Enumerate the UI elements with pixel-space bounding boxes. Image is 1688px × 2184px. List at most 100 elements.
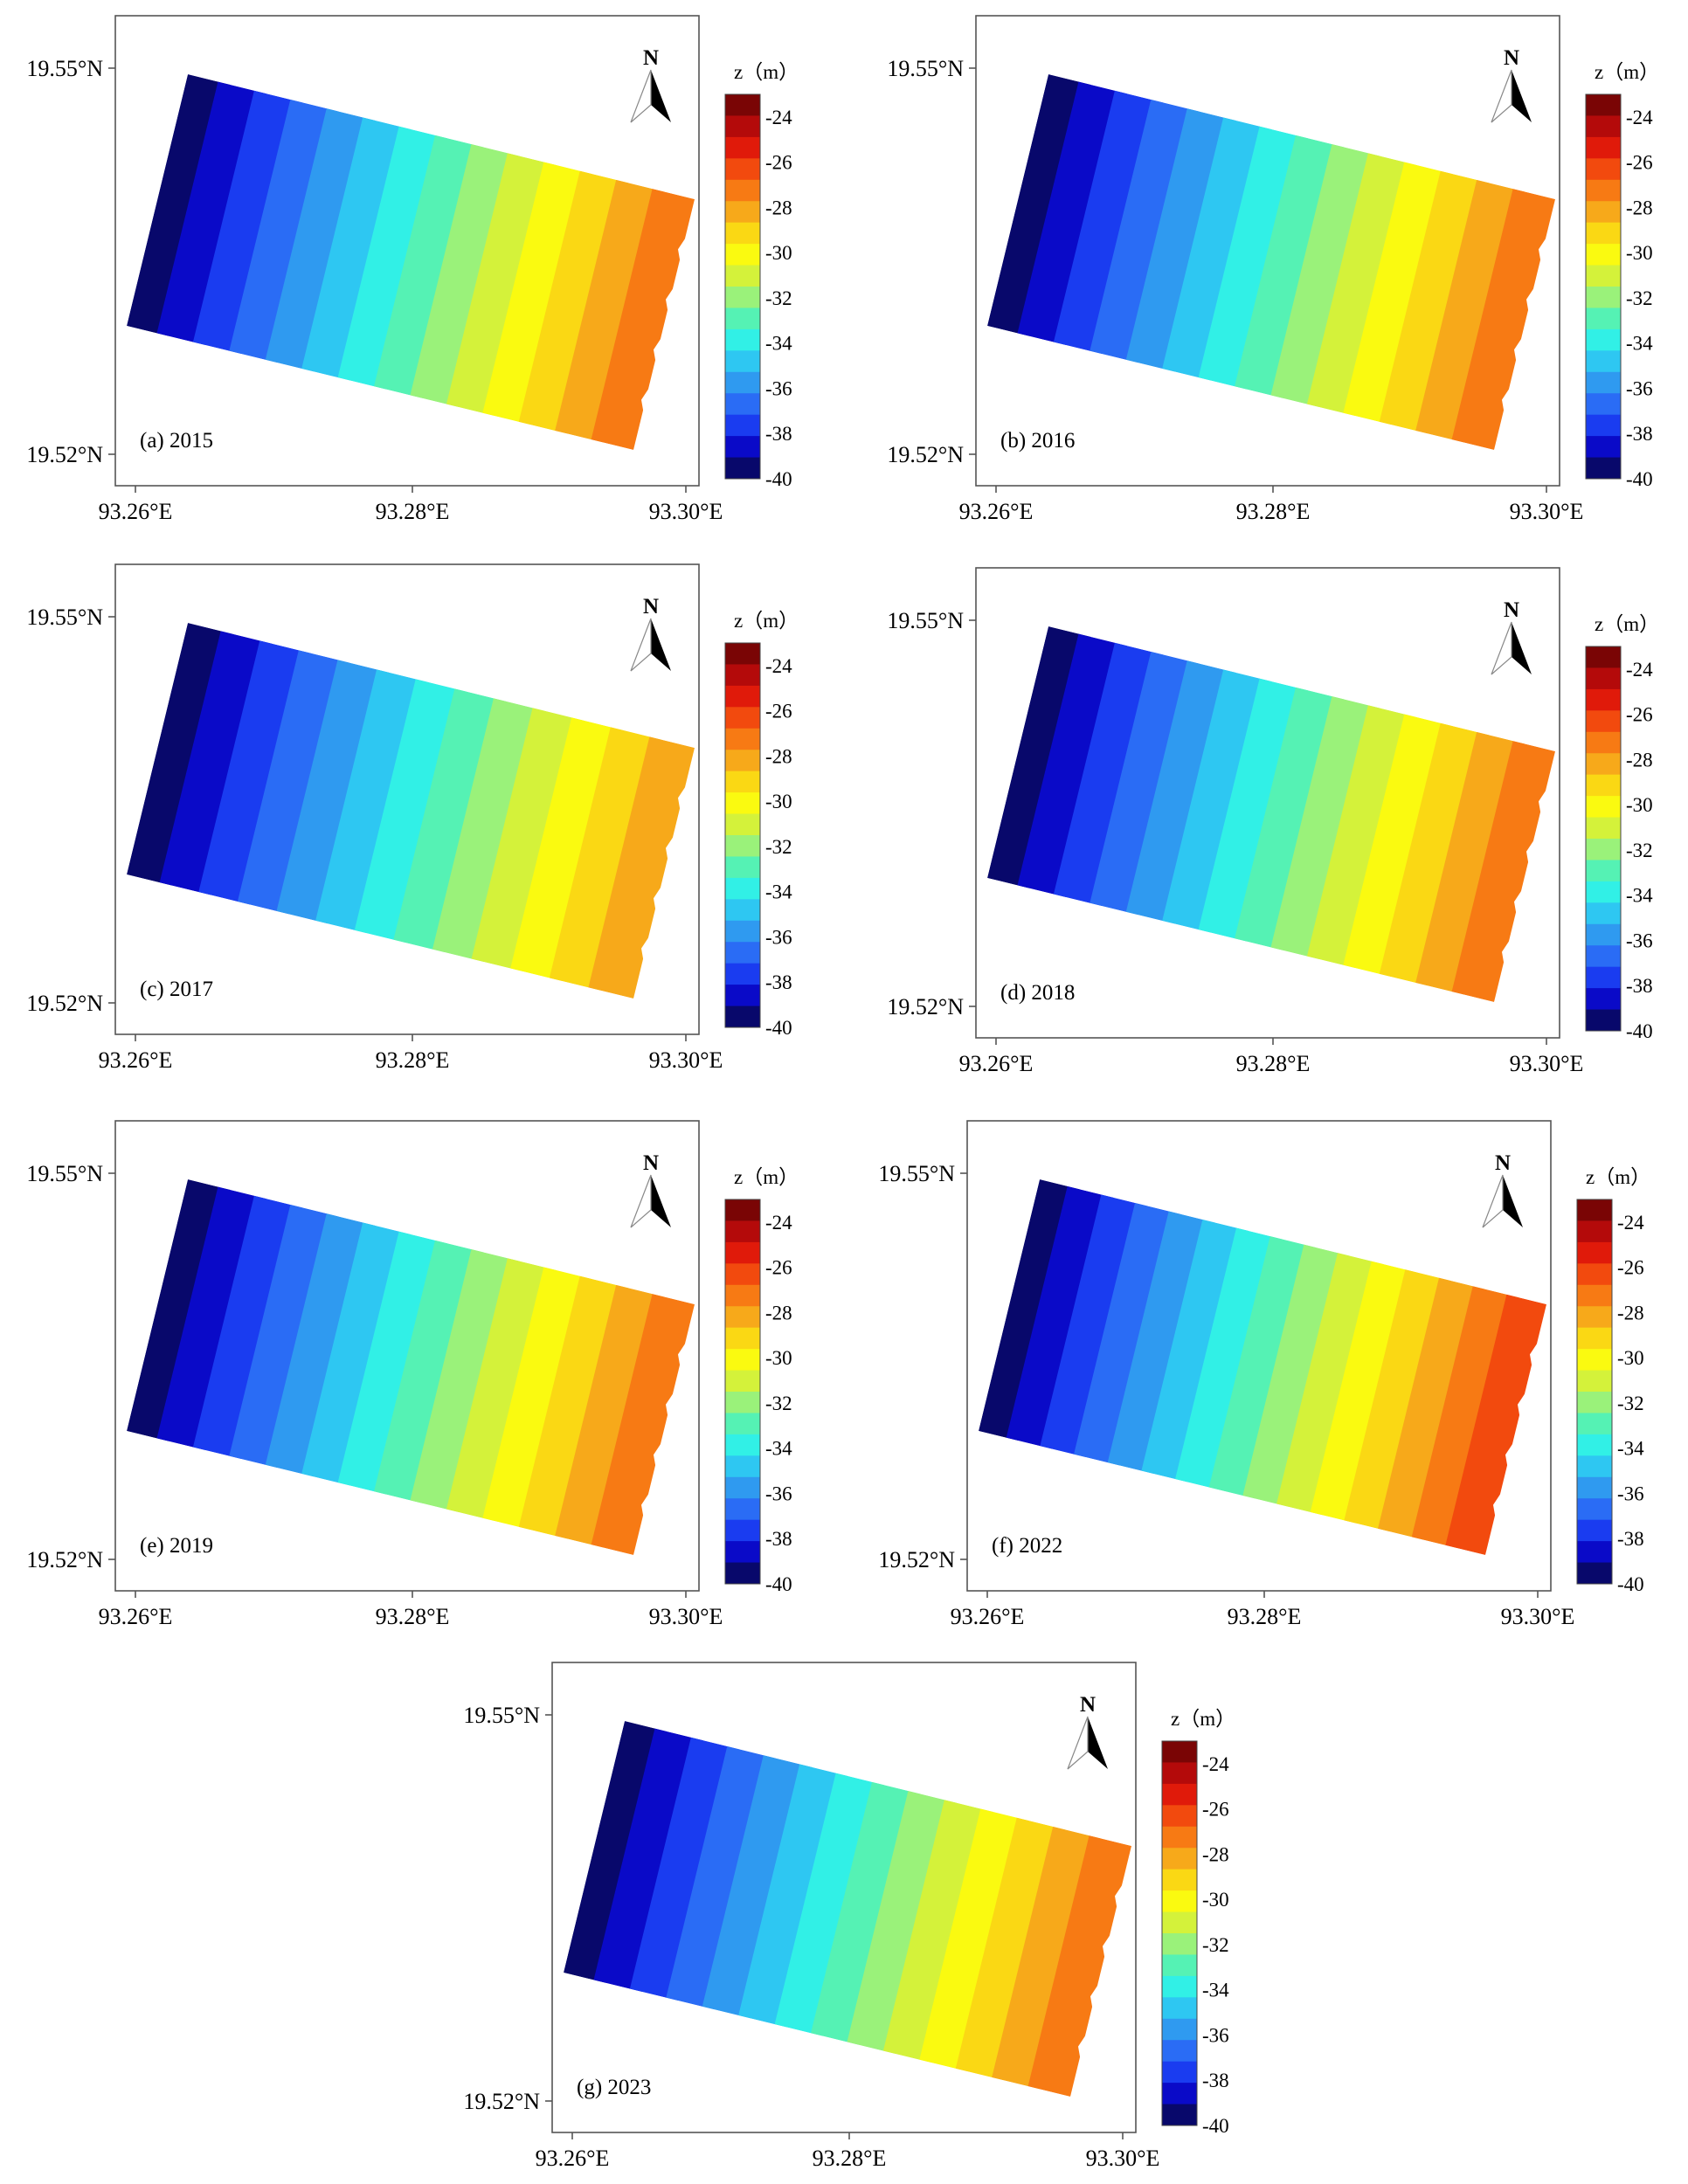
depth-band xyxy=(1006,1185,1114,1449)
depth-band xyxy=(555,179,665,443)
colorbar-segment xyxy=(1162,2083,1197,2105)
map-panel-a: 19.55°N 19.52°N 93.26°E 93.28°E 93.30°E (a) 2… xyxy=(0,0,799,524)
depth-band xyxy=(1343,162,1453,425)
colorbar-tick-label: -32 xyxy=(765,287,792,309)
colorbar-border xyxy=(724,642,761,1028)
depth-band xyxy=(1107,1211,1215,1475)
colorbar-segment xyxy=(1586,265,1621,287)
colorbar-segment xyxy=(725,771,760,793)
depth-band xyxy=(229,99,339,363)
lat-tick-label: 19.55°N xyxy=(878,1161,955,1186)
colorbar-segment xyxy=(1577,1263,1612,1286)
depth-band xyxy=(159,631,273,895)
lat-tick-label: 19.55°N xyxy=(887,56,964,81)
map-panel-svg: 19.55°N 19.52°N 93.26°E 93.28°E 93.30°E (g) 2… xyxy=(463,1662,1235,2171)
lat-tick-label: 19.52°N xyxy=(26,442,103,467)
lon-tick-label: 93.28°E xyxy=(376,499,450,524)
depth-band xyxy=(1162,669,1272,933)
colorbar-tick-label: -30 xyxy=(1202,1889,1229,1911)
colorbar-segment xyxy=(725,244,760,266)
depth-band xyxy=(518,1275,629,1539)
lon-tick-label: 93.30°E xyxy=(649,499,723,524)
north-label: N xyxy=(1495,1151,1511,1175)
map-panel-b: 19.55°N 19.52°N 93.26°E 93.28°E 93.30°E (b) 2… xyxy=(861,0,1659,524)
colorbar-segment xyxy=(1586,244,1621,266)
map-panel-d: 19.55°N 19.52°N 93.26°E 93.28°E 93.30°E (d) 2… xyxy=(861,552,1659,1076)
depth-band xyxy=(1198,678,1308,942)
colorbar-border xyxy=(1161,1740,1198,2126)
colorbar-tick-label: -36 xyxy=(1626,377,1653,399)
colorbar-segment xyxy=(725,643,760,665)
depth-band xyxy=(1040,1194,1147,1458)
colorbar-segment xyxy=(725,920,760,943)
colorbar-segment xyxy=(725,115,760,138)
colorbar-segment xyxy=(1586,966,1621,989)
depth-band xyxy=(955,1817,1066,2081)
colorbar-segment xyxy=(725,1241,760,1264)
colorbar-segment xyxy=(725,136,760,159)
colorbar-segment xyxy=(1586,667,1621,690)
lat-tick-label: 19.52°N xyxy=(26,1547,103,1572)
colorbar-segment xyxy=(725,1349,760,1372)
depth-band xyxy=(127,623,233,886)
colorbar-border xyxy=(1585,93,1622,480)
depth-band xyxy=(549,727,662,991)
colorbar-tick-label: -34 xyxy=(1202,1980,1229,2001)
colorbar-segment xyxy=(725,899,760,922)
north-label: N xyxy=(643,595,659,619)
colorbar-segment xyxy=(1586,393,1621,416)
depth-band xyxy=(992,1826,1102,2090)
depth-band xyxy=(192,90,303,355)
depth-band xyxy=(1235,135,1345,398)
colorbar-tick-label: -36 xyxy=(1617,1482,1644,1504)
colorbar-tick-label: -32 xyxy=(1626,287,1653,309)
colorbar xyxy=(724,1199,761,1585)
colorbar-tick-label: -26 xyxy=(1626,152,1653,174)
depth-band xyxy=(1074,1202,1181,1466)
north-arrow-icon xyxy=(630,1174,671,1228)
panel-label: (e) 2019 xyxy=(140,1534,213,1558)
depth-band xyxy=(432,698,545,963)
lon-tick-label: 93.26°E xyxy=(959,499,1034,524)
depth-band xyxy=(1306,705,1417,969)
colorbar-segment xyxy=(1586,796,1621,819)
colorbar-segment xyxy=(725,877,760,900)
colorbar-tick-label: -26 xyxy=(765,701,792,722)
colorbar-segment xyxy=(725,1455,760,1478)
colorbar-tick-label: -26 xyxy=(765,1257,792,1279)
colorbar-tick-label: -34 xyxy=(1626,885,1653,907)
colorbar-segment xyxy=(1162,1805,1197,1828)
depth-band xyxy=(393,688,506,953)
map-panel-svg: 19.55°N 19.52°N 93.26°E 93.28°E 93.30°E (f) 2… xyxy=(878,1120,1650,1629)
colorbar-segment xyxy=(1577,1541,1612,1564)
colorbar-unit-label: z（m） xyxy=(734,61,799,83)
depth-band xyxy=(1090,99,1200,363)
colorbar-tick-label: -34 xyxy=(1617,1438,1644,1460)
depth-band xyxy=(1270,143,1380,407)
colorbar-tick-label: -36 xyxy=(765,1482,792,1504)
colorbar-segment xyxy=(725,436,760,459)
colorbar-tick-label: -32 xyxy=(765,836,792,858)
colorbar-segment xyxy=(725,308,760,330)
lon-tick-label: 93.28°E xyxy=(1236,1051,1311,1076)
colorbar-segment xyxy=(725,1392,760,1413)
colorbar-segment xyxy=(1162,1848,1197,1870)
depth-band xyxy=(1125,660,1236,924)
colorbar-segment xyxy=(725,835,760,857)
colorbar-tick-label: -34 xyxy=(765,1438,792,1460)
north-arrow-icon xyxy=(1482,1174,1523,1228)
colorbar-unit-label: z（m） xyxy=(1171,1708,1235,1730)
colorbar-segment xyxy=(1586,308,1621,330)
depth-band xyxy=(1306,153,1417,417)
colorbar-tick-label: -40 xyxy=(1626,468,1653,490)
lat-tick-label: 19.55°N xyxy=(26,56,103,81)
colorbar-tick-label: -28 xyxy=(1626,749,1653,771)
colorbar-segment xyxy=(725,1220,760,1243)
colorbar-segment xyxy=(725,1541,760,1564)
lon-tick-label: 93.26°E xyxy=(951,1604,1025,1629)
depth-band xyxy=(811,1781,921,2045)
colorbar-segment xyxy=(1586,902,1621,925)
lon-tick-label: 93.30°E xyxy=(1510,499,1584,524)
colorbar-tick-label: -30 xyxy=(765,791,792,812)
colorbar xyxy=(1585,646,1622,1032)
